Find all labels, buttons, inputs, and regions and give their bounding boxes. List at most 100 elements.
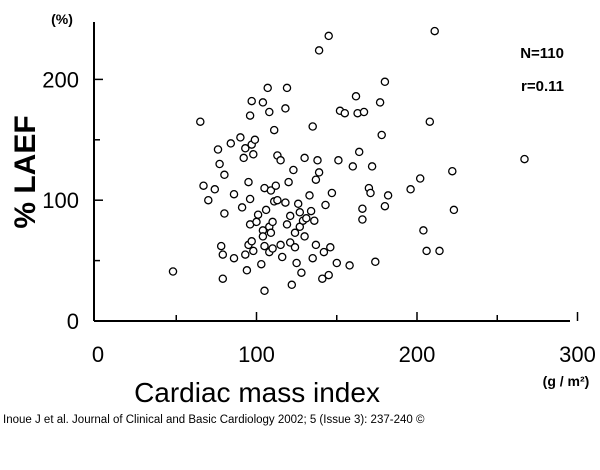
- data-points: [168, 26, 529, 296]
- data-point: [366, 188, 375, 198]
- data-point: [229, 253, 239, 263]
- data-point: [281, 104, 290, 113]
- data-point: [199, 181, 208, 190]
- annotation-r: r=0.11: [521, 78, 564, 95]
- data-point: [229, 189, 239, 199]
- x-tick-label: 100: [238, 342, 275, 367]
- data-point: [284, 177, 293, 187]
- data-point: [292, 258, 301, 268]
- data-point: [321, 200, 330, 210]
- data-point: [314, 168, 324, 177]
- data-point: [448, 166, 457, 176]
- data-point: [216, 241, 226, 251]
- data-point: [241, 250, 250, 259]
- data-point: [290, 228, 300, 238]
- data-point: [327, 188, 337, 198]
- data-point: [310, 216, 319, 225]
- data-point: [287, 280, 297, 290]
- data-point: [242, 266, 252, 275]
- data-point: [425, 117, 435, 126]
- data-point: [282, 220, 292, 229]
- data-point: [218, 274, 228, 283]
- data-point: [210, 185, 220, 194]
- data-point: [380, 77, 390, 87]
- data-point: [326, 243, 335, 252]
- data-point: [218, 250, 228, 259]
- y-tick-label: 200: [42, 67, 79, 92]
- data-point: [377, 130, 386, 140]
- data-point: [277, 252, 287, 262]
- data-point: [266, 228, 276, 238]
- data-point: [520, 154, 529, 164]
- x-tick-label: 0: [92, 342, 104, 367]
- data-point: [290, 243, 300, 252]
- data-point: [282, 83, 292, 93]
- data-point: [241, 144, 250, 153]
- y-tick-label: 100: [42, 188, 79, 213]
- data-point: [271, 181, 281, 190]
- y-axis-title: % LAEF: [9, 115, 42, 228]
- data-point: [204, 195, 213, 205]
- data-point: [269, 125, 279, 135]
- data-point: [236, 133, 245, 142]
- data-point: [268, 217, 277, 227]
- data-point: [289, 165, 298, 175]
- data-point: [415, 174, 425, 183]
- data-point: [245, 111, 255, 120]
- axes: [93, 22, 579, 322]
- data-point: [305, 191, 314, 200]
- data-point: [249, 150, 258, 159]
- data-point: [345, 261, 354, 270]
- data-point: [260, 241, 269, 251]
- data-point: [375, 98, 385, 107]
- data-point: [258, 98, 268, 107]
- data-point: [308, 122, 317, 131]
- data-point: [268, 244, 277, 253]
- data-point: [340, 108, 350, 118]
- data-point: [239, 153, 248, 163]
- data-point: [266, 186, 276, 195]
- data-point: [168, 267, 178, 276]
- data-point: [348, 162, 358, 171]
- data-point: [449, 205, 459, 215]
- data-point: [300, 153, 309, 163]
- data-point: [406, 185, 415, 194]
- data-point: [351, 92, 361, 101]
- data-point: [215, 159, 224, 169]
- data-point: [308, 253, 317, 263]
- data-point: [435, 246, 444, 256]
- source-credit: Inoue J et al. Journal of Clinical and B…: [3, 414, 425, 426]
- data-point: [276, 240, 285, 250]
- data-point: [306, 206, 316, 216]
- data-point: [430, 26, 439, 36]
- data-point: [213, 145, 223, 154]
- data-point: [311, 240, 321, 250]
- annotation-n: N=110: [520, 45, 564, 62]
- data-point: [247, 96, 256, 106]
- data-point: [258, 232, 268, 241]
- data-point: [220, 209, 229, 218]
- data-point: [297, 268, 306, 277]
- data-point: [245, 194, 255, 204]
- data-point: [276, 156, 285, 165]
- data-point: [324, 31, 333, 41]
- x-tick-label: 200: [399, 342, 436, 367]
- data-point: [422, 246, 431, 256]
- data-point: [324, 270, 333, 280]
- data-point: [300, 232, 309, 241]
- y-unit-label: (%): [51, 11, 73, 27]
- x-unit-label: (g / m²): [543, 373, 590, 389]
- data-point: [281, 198, 290, 207]
- x-tick-label: 300: [559, 342, 596, 367]
- data-point: [383, 191, 393, 200]
- data-point: [371, 257, 380, 267]
- data-point: [263, 83, 272, 93]
- data-point: [354, 147, 364, 157]
- data-point: [252, 217, 261, 227]
- data-point: [237, 203, 247, 212]
- data-point: [196, 117, 205, 126]
- data-point: [265, 107, 274, 117]
- data-point: [244, 177, 253, 187]
- data-point: [358, 204, 367, 213]
- data-point: [367, 162, 377, 171]
